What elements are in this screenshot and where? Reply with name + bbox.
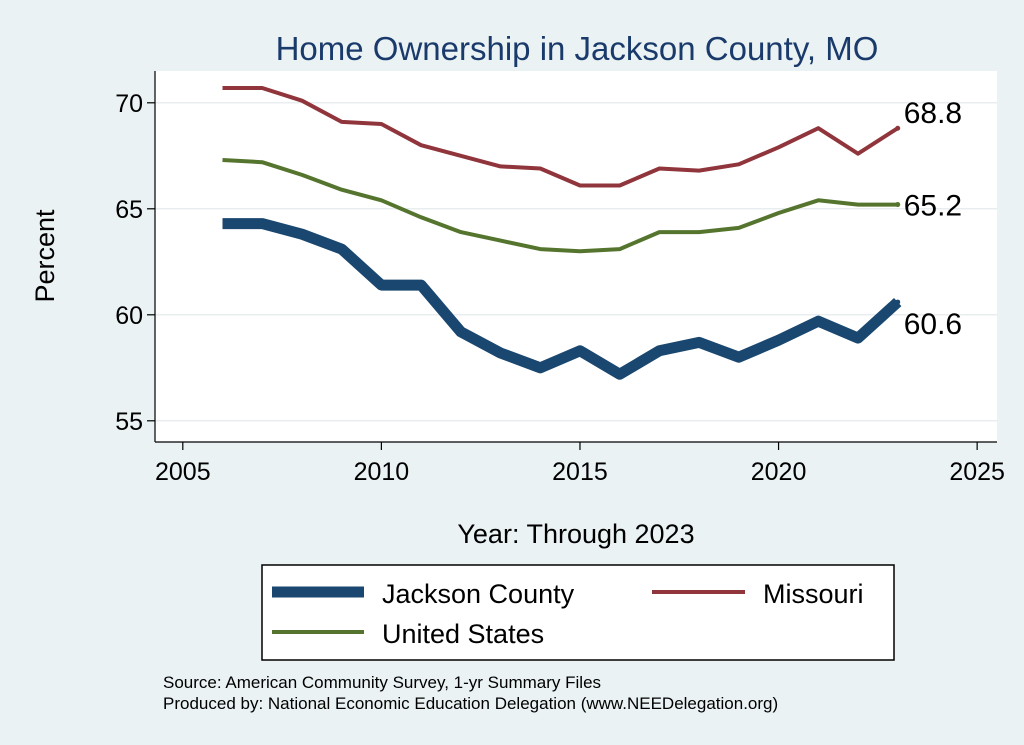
legend: Jackson County Missouri United States [261,564,895,661]
series-line-jackson-county [222,218,902,380]
producer-note: Produced by: National Economic Education… [163,694,778,713]
y-axis-label: Percent [30,209,60,303]
end-point-united-states [895,202,901,208]
y-tick-label-65: 65 [115,196,143,224]
end-label-jackson-county: 60.6 [904,308,962,341]
legend-label-missouri: Missouri [763,579,864,609]
x-axis: 2005 2010 2015 2020 2025 [155,441,1005,486]
y-tick-label-60: 60 [115,302,143,330]
series-line-missouri [222,86,899,188]
x-tick-label-2005: 2005 [155,458,211,486]
x-tick-label-2010: 2010 [354,458,410,486]
x-tick-label-2025: 2025 [949,458,1005,486]
x-axis-label: Year: Through 2023 [457,519,694,549]
plot-background [155,71,997,442]
y-axis: 55 60 65 70 [115,71,156,442]
x-tick-label-2020: 2020 [751,458,807,486]
legend-label-united-states: United States [382,619,544,649]
legend-label-jackson-county: Jackson County [382,579,575,609]
chart-title: Home Ownership in Jackson County, MO [276,30,879,67]
x-tick-label-2015: 2015 [552,458,608,486]
legend-box [261,564,895,661]
series-line-united-states [222,158,898,254]
gridlines [155,102,997,422]
end-point-missouri [895,125,901,131]
series-lines [222,86,902,380]
end-label-missouri: 68.8 [904,97,962,130]
y-tick-label-70: 70 [115,90,143,118]
end-point-jackson-county [895,299,901,305]
y-tick-label-55: 55 [115,408,143,436]
end-labels: 68.8 65.2 60.6 [904,97,962,341]
source-note: Source: American Community Survey, 1-yr … [163,673,601,692]
end-label-united-states: 65.2 [904,190,962,223]
plot-area: 68.8 65.2 60.6 [155,71,997,442]
